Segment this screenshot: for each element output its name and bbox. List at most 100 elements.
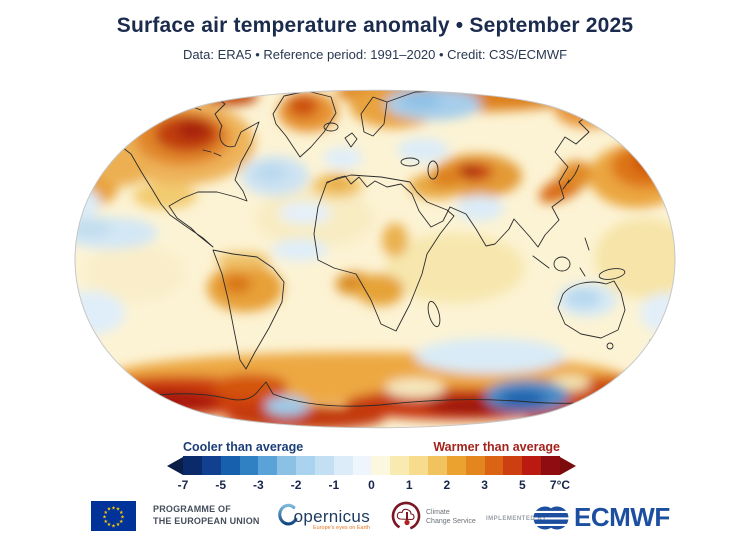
- eu-star-icon: ★: [120, 514, 125, 520]
- new-guinea-outline: [598, 268, 626, 280]
- anomaly-blob: [385, 233, 525, 303]
- anomaly-blob: [611, 144, 675, 188]
- implemented-by-label: IMPLEMENTED BY: [486, 516, 547, 522]
- anomaly-blob: [77, 106, 137, 146]
- eu-star-icon: ★: [102, 514, 107, 520]
- tick-label: -1: [328, 478, 340, 492]
- tick-label: -5: [215, 478, 227, 492]
- colorbar-block: [201, 456, 221, 475]
- world-anomaly-map: [65, 87, 685, 431]
- c3s-logo: Climate Change Service: [391, 500, 476, 532]
- tick-label: 5: [518, 478, 526, 492]
- copernicus-logo: opernicus Europe's eyes on Earth: [278, 498, 370, 534]
- tasmania-outline: [606, 342, 614, 350]
- anomaly-blob: [177, 121, 209, 139]
- anomaly-blob: [255, 164, 287, 182]
- japan-outline: [562, 164, 580, 190]
- eu-programme-line2: THE EUROPEAN UNION: [153, 515, 260, 526]
- page-subtitle: Data: ERA5 • Reference period: 1991–2020…: [182, 47, 568, 62]
- anomaly-blob: [595, 218, 675, 298]
- c3s-label-line1: Climate: [426, 509, 450, 516]
- colorbar-block: [541, 456, 560, 475]
- eu-star-icon: ★: [103, 519, 108, 525]
- anomaly-blob: [85, 245, 185, 301]
- anomaly-map-svg: [74, 89, 676, 429]
- anomaly-blob: [75, 291, 125, 335]
- anomaly-blob: [499, 390, 547, 408]
- anomaly-blob: [97, 146, 149, 186]
- borneo-outline: [553, 256, 571, 272]
- anomaly-blob: [415, 338, 565, 374]
- eu-star-icon: ★: [103, 510, 108, 516]
- map-border: [74, 89, 676, 429]
- philippines-outline: [579, 237, 590, 277]
- anomaly-blob: [323, 147, 363, 169]
- colorbar-block: [465, 456, 485, 475]
- caspian-sea-outline: [427, 160, 439, 180]
- ecmwf-emblem-icon: [533, 506, 569, 529]
- british-isles-outline: [344, 132, 358, 148]
- anomaly-blob: [401, 92, 441, 108]
- colorbar-block: [484, 456, 504, 475]
- c3s-label: Climate Change Service: [426, 508, 476, 532]
- colorbar-block: [371, 456, 391, 475]
- anomaly-blob: [215, 252, 271, 268]
- colorbar-tick-labels: -7 -5 -3 -2 -1 0 1 2 3 5 7°C: [178, 478, 570, 494]
- colorbar: [167, 456, 587, 475]
- color-scale-legend: Cooler than average Warmer than average …: [167, 440, 587, 494]
- colorbar-blocks: [183, 456, 560, 475]
- eu-star-icon: ★: [119, 519, 124, 525]
- eu-programme-line1: PROGRAMME OF: [153, 504, 231, 514]
- copernicus-tagline: Europe's eyes on Earth: [312, 525, 370, 531]
- colorbar-right-arrow-icon: [560, 456, 576, 475]
- colorbar-block: [239, 456, 259, 475]
- ecmwf-logo: ECMWF: [531, 502, 670, 533]
- anomaly-blob: [75, 218, 112, 238]
- colorbar-block: [258, 456, 278, 475]
- anomaly-blob: [279, 202, 331, 224]
- colorbar-block: [522, 456, 542, 475]
- anomaly-blob: [456, 195, 504, 221]
- colorbar-left-arrow-icon: [167, 456, 183, 475]
- anomaly-blob: [565, 288, 601, 308]
- anomaly-blob: [325, 175, 349, 189]
- madagascar-outline: [427, 300, 441, 328]
- colorbar-block: [333, 456, 353, 475]
- colorbar-block: [427, 456, 447, 475]
- tick-label: 7°C: [549, 478, 571, 492]
- copernicus-crescent-icon: [278, 503, 298, 526]
- australia-outline: [557, 280, 626, 339]
- south-america-outline: [212, 249, 285, 370]
- colorbar-block: [446, 456, 466, 475]
- colorbar-block: [409, 456, 428, 475]
- c3s-cloud-thermometer-icon: [391, 501, 421, 531]
- anomaly-blob: [222, 275, 252, 293]
- copernicus-wordmark: opernicus: [293, 507, 370, 526]
- anomaly-blob: [385, 378, 445, 398]
- eu-star-icon: ★: [119, 510, 124, 516]
- sumatra-outline: [532, 255, 550, 269]
- eu-star-icon: ★: [111, 523, 116, 529]
- tick-label: 3: [481, 478, 488, 492]
- anomaly-blob: [632, 150, 668, 174]
- anomaly-blob: [133, 183, 197, 209]
- anomaly-blob: [272, 239, 328, 261]
- warmer-than-average-label: Warmer than average: [433, 440, 560, 454]
- eu-star-icon: ★: [107, 507, 112, 513]
- colorbar-block: [314, 456, 334, 475]
- tick-label: 0: [368, 478, 375, 492]
- cooler-than-average-label: Cooler than average: [183, 440, 304, 454]
- tick-label: 1: [405, 478, 413, 492]
- eu-star-icon: ★: [116, 507, 121, 513]
- africa-outline: [313, 174, 455, 332]
- anomaly-blob: [343, 277, 361, 287]
- tick-label: -2: [290, 478, 302, 492]
- anomaly-blob: [397, 138, 449, 162]
- legend-labels: Cooler than average Warmer than average: [183, 440, 560, 454]
- colorbar-block: [352, 456, 372, 475]
- eu-star-icon: ★: [116, 522, 121, 528]
- tick-label: -3: [253, 478, 264, 492]
- anomaly-blob: [429, 169, 465, 187]
- anomaly-blob: [645, 345, 675, 361]
- black-sea-outline: [400, 157, 420, 167]
